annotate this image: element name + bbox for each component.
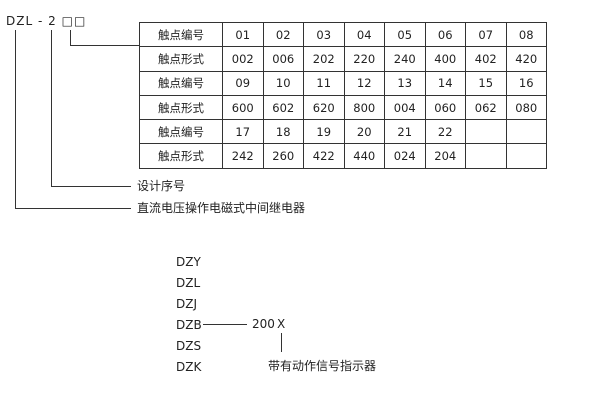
table-cell: 204 <box>424 143 466 169</box>
table-cell: 08 <box>505 21 547 48</box>
row-header: 触点形式 <box>139 94 223 121</box>
table-cell: 17 <box>222 119 264 145</box>
model-code: DZL - 2 □□ <box>6 14 86 28</box>
row-header: 触点形式 <box>139 46 223 72</box>
table-cell: 080 <box>505 94 547 121</box>
table-cell: 400 <box>424 46 466 72</box>
series-item: DZJ <box>176 297 197 311</box>
table-row: 触点编号 17 18 19 20 21 22 <box>139 119 547 145</box>
table-cell: 09 <box>222 70 264 96</box>
table-cell: 002 <box>222 46 264 72</box>
indicator-note: 带有动作信号指示器 <box>268 359 377 373</box>
prefix: DZL <box>6 14 34 28</box>
table-cell: 03 <box>303 21 345 48</box>
table-cell: 18 <box>262 119 304 145</box>
table-cell: 004 <box>384 94 426 121</box>
table-cell: 620 <box>303 94 345 121</box>
table-cell: 220 <box>343 46 385 72</box>
suffix-code: 200 <box>252 317 275 331</box>
row-header: 触点编号 <box>139 119 223 145</box>
table-cell: 402 <box>465 46 507 72</box>
table-cell: 16 <box>505 70 547 96</box>
leader-line <box>51 30 52 187</box>
table-cell: 19 <box>303 119 345 145</box>
table-row: 触点形式 242 260 422 440 024 204 <box>139 143 547 169</box>
table-cell: 12 <box>343 70 385 96</box>
table-row: 触点形式 600 602 620 800 004 060 062 080 <box>139 94 547 121</box>
contact-table: 触点编号 01 02 03 04 05 06 07 08 触点形式 002 006 202 220 240 4… <box>139 21 547 169</box>
table-cell: 21 <box>384 119 426 145</box>
series-item: DZY <box>176 255 201 269</box>
leader-line <box>70 30 71 46</box>
design-no-label: 设计序号 <box>137 179 186 193</box>
series-item: DZK <box>176 360 202 374</box>
table-row: 触点形式 002 006 202 220 240 400 402 420 <box>139 46 547 72</box>
leader-line <box>281 333 282 352</box>
table-cell: 060 <box>424 94 466 121</box>
table-cell: 440 <box>343 143 385 169</box>
leader-line <box>70 45 139 46</box>
table-cell: 14 <box>424 70 466 96</box>
table-cell: 202 <box>303 46 345 72</box>
table-cell: 04 <box>343 21 385 48</box>
dash: - <box>37 14 44 28</box>
table-cell: 024 <box>384 143 426 169</box>
relay-type-label: 直流电压操作电磁式中间继电器 <box>137 201 306 215</box>
table-cell: 05 <box>384 21 426 48</box>
table-cell <box>505 119 547 145</box>
table-row: 触点编号 09 10 11 12 13 14 15 16 <box>139 70 547 96</box>
leader-line <box>15 208 131 209</box>
row-header: 触点形式 <box>139 143 223 169</box>
suffix-x: X <box>277 317 286 331</box>
table-cell <box>465 143 507 169</box>
leader-line <box>51 186 131 187</box>
table-cell: 600 <box>222 94 264 121</box>
table-cell: 800 <box>343 94 385 121</box>
table-cell: 07 <box>465 21 507 48</box>
leader-line <box>15 30 16 209</box>
table-cell: 422 <box>303 143 345 169</box>
table-cell: 006 <box>262 46 304 72</box>
table-cell: 420 <box>505 46 547 72</box>
table-cell: 240 <box>384 46 426 72</box>
table-cell: 260 <box>262 143 304 169</box>
row-header: 触点编号 <box>139 70 223 96</box>
table-cell: 06 <box>424 21 466 48</box>
series-item: DZL <box>176 276 201 290</box>
table-row: 触点编号 01 02 03 04 05 06 07 08 <box>139 21 547 48</box>
table-cell <box>505 143 547 169</box>
row-header: 触点编号 <box>139 21 223 48</box>
series-item: DZB <box>176 318 202 332</box>
table-cell: 602 <box>262 94 304 121</box>
table-cell: 20 <box>343 119 385 145</box>
table-cell: 15 <box>465 70 507 96</box>
boxes: □□ <box>61 14 87 28</box>
series-item: DZS <box>176 339 202 353</box>
digit: 2 <box>48 14 57 28</box>
table-cell: 242 <box>222 143 264 169</box>
table-cell: 13 <box>384 70 426 96</box>
table-cell: 02 <box>262 21 304 48</box>
table-cell: 062 <box>465 94 507 121</box>
table-cell: 01 <box>222 21 264 48</box>
table-cell <box>465 119 507 145</box>
table-cell: 10 <box>262 70 304 96</box>
table-cell: 11 <box>303 70 345 96</box>
connector-line <box>203 324 247 325</box>
table-cell: 22 <box>424 119 466 145</box>
